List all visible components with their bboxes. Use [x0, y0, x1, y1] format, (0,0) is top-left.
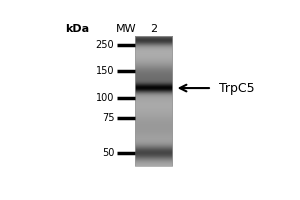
Text: 100: 100 [96, 93, 114, 103]
Bar [135, 36, 172, 166]
Text: 75: 75 [102, 113, 114, 123]
Text: kDa: kDa [65, 24, 89, 34]
Text: 50: 50 [102, 148, 114, 158]
Text: 2: 2 [150, 24, 157, 34]
Text: TrpC5: TrpC5 [219, 82, 254, 95]
Text: MW: MW [116, 24, 136, 34]
Text: 250: 250 [96, 40, 114, 50]
Text: 150: 150 [96, 66, 114, 76]
